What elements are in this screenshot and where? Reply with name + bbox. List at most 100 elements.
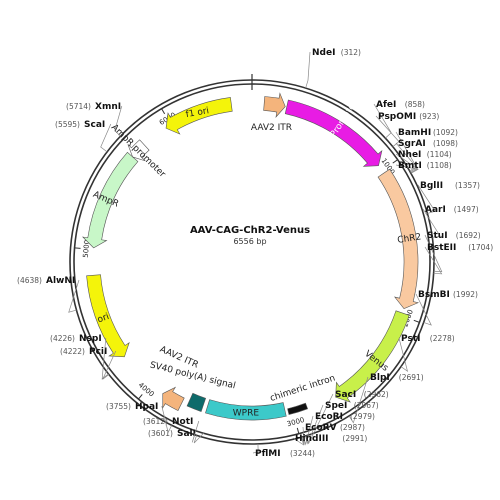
tick-mark — [161, 108, 166, 115]
tick-mark — [296, 427, 300, 434]
site-bglii: BglII (1357) — [417, 181, 480, 214]
site-name: ScaI — [84, 120, 105, 130]
site-stui: StuI (1692) — [424, 231, 481, 273]
site-position: (2691) — [399, 373, 424, 382]
feature-label-wpre: WPRE — [233, 408, 260, 418]
feature-aav2-itr-right — [162, 386, 185, 412]
site-position: (3612) — [143, 417, 168, 426]
site-leader-line — [375, 115, 400, 147]
site-leader-line — [348, 376, 369, 424]
site-position: (1992) — [453, 290, 478, 299]
site-spei: SpeI (2967) — [305, 401, 379, 445]
site-name: NdeI — [312, 48, 335, 58]
site-leader-line — [395, 153, 419, 174]
site-position: (2278) — [430, 334, 455, 343]
site-leader-line — [395, 164, 419, 174]
site-name: AfeI — [376, 100, 396, 110]
tick-mark — [138, 394, 143, 400]
site-position: (858) — [405, 100, 425, 109]
site-blpi: BlpI (2691) — [348, 373, 424, 424]
site-position: (2979) — [350, 412, 375, 421]
tick-label: 5000 — [82, 240, 91, 258]
site-name: SacI — [335, 390, 356, 400]
site-position: (2962) — [364, 390, 389, 399]
plasmid-length: 6556 bp — [233, 237, 266, 246]
site-name: NspI — [79, 334, 102, 344]
site-position: (3244) — [290, 449, 315, 458]
site-leader-line — [305, 404, 324, 445]
site-leader-line — [301, 426, 305, 445]
site-nspi: (4226) NspI — [50, 334, 109, 380]
site-name: BglII — [420, 181, 443, 191]
site-name: BmtI — [398, 161, 422, 171]
site-name: BamHI — [398, 128, 431, 138]
tick-label: 3000 — [286, 416, 305, 428]
feature-chr2 — [377, 168, 420, 310]
site-aari: AarI (1497) — [422, 205, 479, 238]
site-leader-line — [305, 51, 311, 89]
site-name: PciI — [89, 347, 107, 357]
feature-sv40 — [186, 392, 207, 412]
site-name: XmnI — [95, 102, 121, 112]
site-nhei: NheI (1104) — [395, 150, 452, 174]
site-sali: (3601) SalI — [148, 429, 205, 444]
site-position: (4222) — [60, 347, 85, 356]
site-position: (1104) — [427, 150, 452, 159]
site-pspomi: PspOMI (923) — [375, 112, 439, 147]
site-name: HpaI — [135, 402, 158, 412]
plasmid-name: AAV-CAG-ChR2-Venus — [190, 225, 310, 236]
site-name: BlpI — [370, 373, 390, 383]
feature-label-chr2: ChR2 — [397, 232, 422, 245]
site-leader-line — [292, 437, 305, 446]
site-ecorv: EcoRV (2987) — [301, 423, 365, 445]
feature-aav2-itr-left — [263, 92, 286, 118]
site-sgrai: SgrAI (1098) — [395, 139, 458, 173]
site-leader-line — [415, 293, 432, 326]
site-leader-line — [101, 337, 109, 380]
site-leader-line — [252, 443, 259, 454]
site-ndei: NdeI (312) — [305, 48, 361, 89]
site-pflmi: PflMI (3244) — [252, 443, 315, 459]
feature-ori — [86, 274, 130, 358]
feature-label-ori: ori — [96, 312, 110, 325]
site-position: (5714) — [66, 102, 91, 111]
site-bsteii: BstEII (1704) — [424, 243, 493, 275]
site-leader-line — [191, 420, 200, 443]
site-name: PspOMI — [378, 112, 416, 122]
feature-f1-ori — [165, 97, 233, 135]
site-leader-line — [193, 432, 205, 444]
site-position: (923) — [419, 112, 439, 121]
feature-chimeric-intron — [287, 402, 309, 415]
site-position: (4226) — [50, 334, 75, 343]
feature-ampr-promoter — [127, 139, 150, 162]
site-name: SgrAI — [398, 139, 426, 149]
site-name: SalI — [177, 429, 196, 439]
site-position: (2987) — [340, 423, 365, 432]
site-position: (1692) — [456, 231, 481, 240]
feature-wpre — [205, 399, 287, 421]
site-leader-line — [102, 350, 117, 380]
feature-label-f1-ori: f1 ori — [185, 106, 210, 120]
tick-mark — [392, 159, 398, 164]
site-leader-line — [100, 123, 112, 153]
site-name: BstEII — [427, 243, 456, 253]
site-position: (1497) — [454, 205, 479, 214]
site-position: (3755) — [106, 402, 131, 411]
site-scai: (5595) ScaI — [55, 120, 112, 153]
site-position: (2991) — [342, 434, 367, 443]
site-leader-line — [422, 208, 441, 238]
site-name: AlwNI — [46, 276, 75, 286]
site-position: (312) — [341, 48, 361, 57]
site-position: (1108) — [427, 161, 452, 170]
site-leader-line — [424, 234, 443, 273]
site-xmni: (5714) XmnI — [66, 102, 123, 137]
feature-label-aav2-itr-left: AAV2 ITR — [251, 123, 292, 133]
site-name: HindIII — [295, 434, 329, 444]
site-hpai: (3755) HpaI — [106, 402, 172, 434]
site-leader-line — [395, 142, 418, 173]
site-noti: (3612) NotI — [143, 417, 200, 443]
site-psti: PstI (2278) — [398, 334, 455, 373]
site-alwni: (4638) AlwNI — [17, 276, 80, 313]
